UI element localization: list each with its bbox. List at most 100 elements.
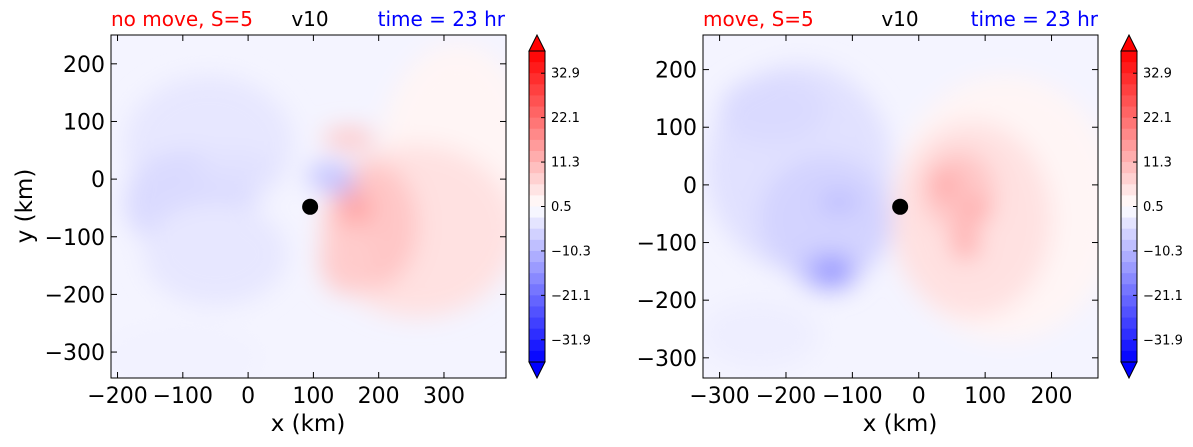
colorbar-level xyxy=(529,73,545,85)
x-axis-label: x (km) xyxy=(863,411,938,437)
colorbar-level xyxy=(1121,350,1137,363)
colorbar-level xyxy=(529,128,545,141)
colorbar-level xyxy=(529,95,545,108)
colorbar-tick-label: 11.3 xyxy=(1143,156,1172,171)
colorbar-level xyxy=(1121,339,1137,352)
colorbar: 32.9 22.1 11.3 0.5 −10.3 −21.1 −31.9 xyxy=(1120,33,1183,380)
y-tick-label: −200 xyxy=(637,289,697,314)
colorbar-level xyxy=(1121,173,1137,185)
colorbar-tick-label: 22.1 xyxy=(551,111,580,126)
colorbar-level xyxy=(529,317,545,330)
colorbar-level xyxy=(1121,62,1137,74)
x-tick-label: 200 xyxy=(1031,384,1073,409)
colorbar-level xyxy=(529,228,545,241)
colorbar-level xyxy=(529,150,545,163)
colorbar-level xyxy=(529,206,545,219)
x-tick-label: 0 xyxy=(912,384,926,409)
colorbar-level xyxy=(529,273,545,285)
colorbar-max-arrow xyxy=(528,33,546,52)
title-right: time = 23 hr xyxy=(378,7,506,31)
x-tick-label: 300 xyxy=(423,384,465,409)
y-tick-label: −100 xyxy=(637,232,697,257)
colorbar-min-arrow xyxy=(528,361,546,380)
y-tick-label: 100 xyxy=(63,110,105,135)
colorbar-level xyxy=(529,328,545,341)
colorbar-level xyxy=(1121,262,1137,274)
colorbar-level xyxy=(1121,184,1137,196)
colorbar-tick-label: −21.1 xyxy=(551,289,591,304)
contour-region xyxy=(719,75,826,145)
contour-region xyxy=(143,202,288,306)
contour-region xyxy=(950,225,980,260)
colorbar-level xyxy=(1121,106,1137,119)
panel-left: no move, S=5 v10 time = 23 hr −200 −100 0 1… xyxy=(12,7,591,437)
contour-region xyxy=(958,199,992,223)
colorbar-level xyxy=(1121,150,1137,163)
colorbar-level xyxy=(529,117,545,130)
colorbar-level xyxy=(1121,250,1137,263)
colorbar-level xyxy=(529,173,545,185)
x-tick-label: 100 xyxy=(964,384,1006,409)
contour-region xyxy=(703,300,820,370)
contour-field xyxy=(703,35,1098,378)
colorbar-level xyxy=(1121,317,1137,330)
contour-region xyxy=(111,323,262,378)
title-right: time = 23 hr xyxy=(971,7,1099,31)
colorbar-level xyxy=(529,51,545,63)
field-blobs xyxy=(111,43,506,378)
colorbar-max-arrow xyxy=(1120,33,1138,52)
colorbar-level xyxy=(529,239,545,252)
colorbar: 32.9 22.1 11.3 0.5 −10.3 −21.1 −31.9 xyxy=(528,33,591,380)
colorbar-tick-label: 32.9 xyxy=(1143,67,1172,82)
colorbar-level xyxy=(1121,51,1137,63)
colorbar-level xyxy=(1121,228,1137,241)
colorbar-level xyxy=(529,284,545,296)
storm-center-marker xyxy=(302,198,319,215)
y-tick-label: −300 xyxy=(45,341,105,366)
y-tick-label: 0 xyxy=(683,174,697,199)
colorbar-level xyxy=(529,339,545,352)
colorbar-level xyxy=(529,262,545,274)
title-left: no move, S=5 xyxy=(111,7,253,31)
colorbar-level xyxy=(1121,117,1137,130)
contour-region xyxy=(339,191,373,225)
colorbar-level xyxy=(1121,217,1137,230)
y-tick-label: −200 xyxy=(45,283,105,308)
contour-region xyxy=(195,150,275,185)
colorbar-level xyxy=(529,217,545,230)
colorbar-tick-label: 32.9 xyxy=(551,67,580,82)
contour-region xyxy=(323,128,376,150)
colorbar-level xyxy=(529,84,545,97)
colorbar-level xyxy=(1121,73,1137,85)
contour-region xyxy=(759,156,893,283)
colorbar-level xyxy=(1121,273,1137,285)
colorbar-level xyxy=(529,295,545,308)
colorbar-level xyxy=(1121,328,1137,341)
x-tick-label: 200 xyxy=(358,384,400,409)
colorbar-level xyxy=(529,350,545,363)
y-tick-label: 200 xyxy=(63,53,105,78)
plot-frame xyxy=(702,34,1099,379)
title-center: v10 xyxy=(881,7,918,31)
plot-frame xyxy=(110,34,507,379)
y-tick-label: −300 xyxy=(637,347,697,372)
colorbar-tick-label: 0.5 xyxy=(551,200,572,215)
x-tick-label: −100 xyxy=(822,384,882,409)
contour-region xyxy=(819,190,860,214)
colorbar-level xyxy=(529,184,545,196)
contour-field xyxy=(111,35,506,378)
colorbar-level xyxy=(529,195,545,208)
colorbar-level xyxy=(529,162,545,174)
colorbar-level xyxy=(1121,139,1137,152)
y-tick-label: 0 xyxy=(91,168,105,193)
colorbar-level xyxy=(1121,239,1137,252)
colorbar-level xyxy=(1121,84,1137,97)
contour-region xyxy=(319,225,373,295)
field-blobs xyxy=(703,63,1098,370)
x-tick-label: 0 xyxy=(241,384,255,409)
x-tick-label: −200 xyxy=(87,384,147,409)
x-tick-label: −300 xyxy=(689,384,749,409)
colorbar-level xyxy=(1121,306,1137,319)
